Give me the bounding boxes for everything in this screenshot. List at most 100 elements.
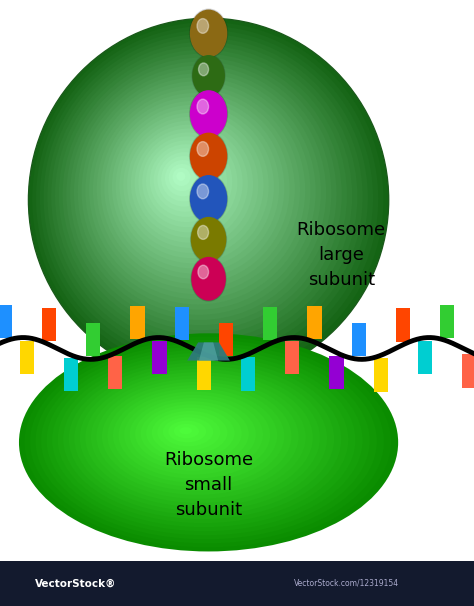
Bar [108,356,122,390]
Ellipse shape [36,26,378,371]
Ellipse shape [146,140,227,222]
Ellipse shape [74,65,326,320]
Bar [396,308,410,342]
Bar [174,307,189,340]
Ellipse shape [44,34,368,361]
Text: VectorStock.com/12319154: VectorStock.com/12319154 [293,579,399,588]
Ellipse shape [165,160,201,196]
Ellipse shape [119,113,264,258]
Circle shape [198,265,209,279]
Ellipse shape [46,350,363,531]
Circle shape [198,225,209,239]
Ellipse shape [146,408,235,459]
Ellipse shape [41,346,370,535]
Ellipse shape [52,353,356,527]
Ellipse shape [108,385,284,487]
Ellipse shape [89,81,305,299]
Ellipse shape [70,62,331,325]
Bar [307,306,321,339]
Bar [42,308,56,342]
Ellipse shape [123,116,258,253]
Ellipse shape [118,391,270,479]
Ellipse shape [179,427,192,435]
Circle shape [197,99,209,114]
Circle shape [191,133,227,179]
Bar [418,341,432,374]
Circle shape [190,90,228,138]
Ellipse shape [135,128,243,238]
Circle shape [191,10,227,56]
Ellipse shape [131,124,248,242]
Circle shape [197,142,209,156]
Circle shape [190,9,228,58]
Ellipse shape [97,89,295,289]
Polygon shape [187,342,230,361]
Ellipse shape [168,421,206,442]
Ellipse shape [113,388,277,483]
Circle shape [191,176,227,222]
Ellipse shape [66,58,337,330]
Circle shape [190,132,228,181]
Ellipse shape [69,362,334,515]
Bar [219,323,233,356]
Bar [352,323,366,356]
Ellipse shape [163,418,213,447]
Ellipse shape [102,382,292,491]
Bar [0,305,12,338]
Ellipse shape [112,105,274,268]
Ellipse shape [36,343,377,539]
Ellipse shape [161,156,206,201]
Ellipse shape [91,375,306,499]
Ellipse shape [157,414,220,450]
Circle shape [199,63,209,76]
Circle shape [190,175,228,223]
Ellipse shape [32,22,383,376]
Bar [0,561,474,606]
Circle shape [191,216,227,262]
Bar [153,341,167,374]
Ellipse shape [141,404,242,462]
Bar [130,306,145,339]
Ellipse shape [63,53,342,335]
Ellipse shape [59,50,347,341]
Ellipse shape [100,93,290,284]
Ellipse shape [135,401,249,467]
Ellipse shape [63,359,341,519]
Circle shape [191,91,227,137]
Bar [64,358,78,391]
Ellipse shape [55,46,352,345]
Bar [374,358,388,391]
Ellipse shape [129,398,256,471]
Ellipse shape [104,97,284,279]
Ellipse shape [93,85,300,294]
Text: Ribosome
small
subunit: Ribosome small subunit [164,451,253,519]
Ellipse shape [96,379,299,495]
Ellipse shape [51,42,357,351]
Ellipse shape [74,365,327,511]
Ellipse shape [30,340,384,544]
Ellipse shape [152,411,228,454]
Ellipse shape [157,152,211,207]
Ellipse shape [124,395,263,474]
Bar [462,355,474,388]
Ellipse shape [108,101,279,273]
Text: Ribosome
large
subunit: Ribosome large subunit [297,221,386,288]
Ellipse shape [78,69,321,315]
Ellipse shape [142,136,232,227]
Ellipse shape [150,144,222,217]
Bar [241,358,255,391]
Circle shape [193,56,224,96]
Bar [329,356,344,389]
Circle shape [192,258,225,300]
Ellipse shape [174,424,199,438]
Ellipse shape [82,73,316,310]
Ellipse shape [25,336,391,547]
Bar [285,341,300,374]
Ellipse shape [40,30,373,366]
Bar [263,307,277,341]
Ellipse shape [173,168,191,186]
Circle shape [192,55,225,97]
Ellipse shape [85,372,313,503]
Ellipse shape [28,18,389,382]
Ellipse shape [85,77,310,304]
